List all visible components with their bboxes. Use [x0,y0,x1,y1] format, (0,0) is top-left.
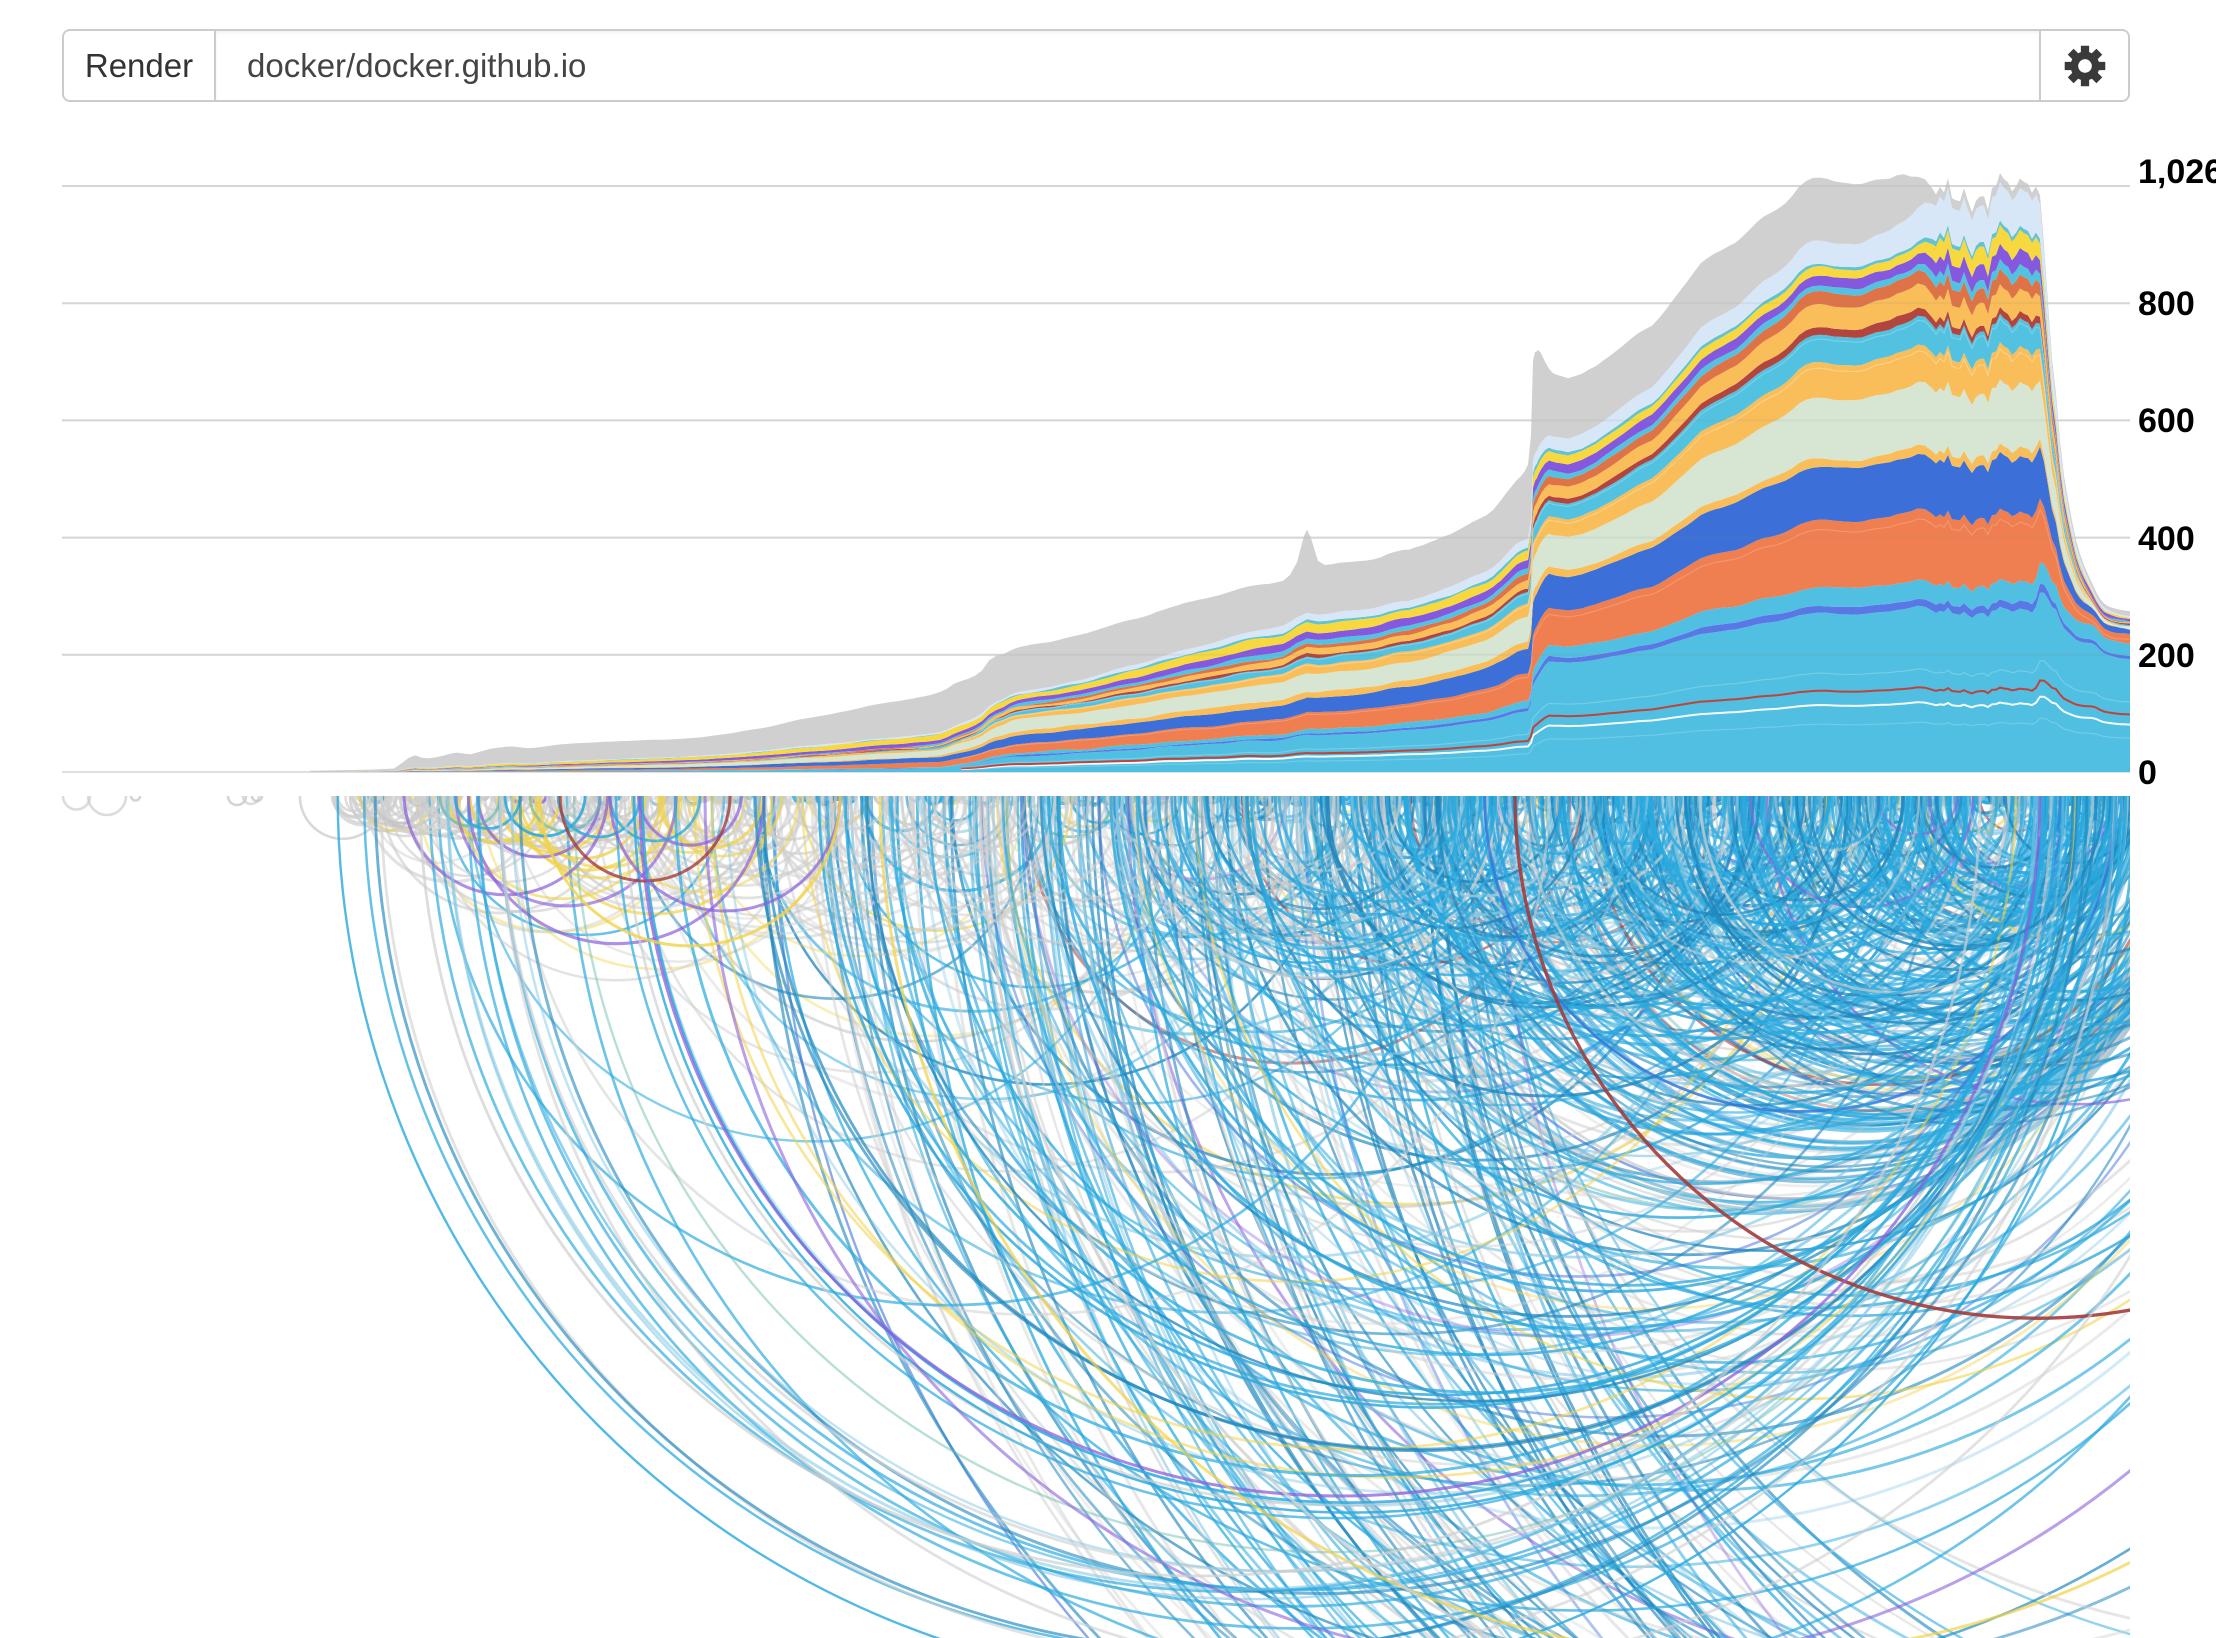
svg-text:400: 400 [2138,520,2195,558]
svg-text:200: 200 [2138,637,2195,675]
svg-text:0: 0 [2138,754,2157,792]
svg-text:600: 600 [2138,402,2195,440]
svg-text:1,026: 1,026 [2138,153,2216,191]
svg-text:800: 800 [2138,285,2195,323]
